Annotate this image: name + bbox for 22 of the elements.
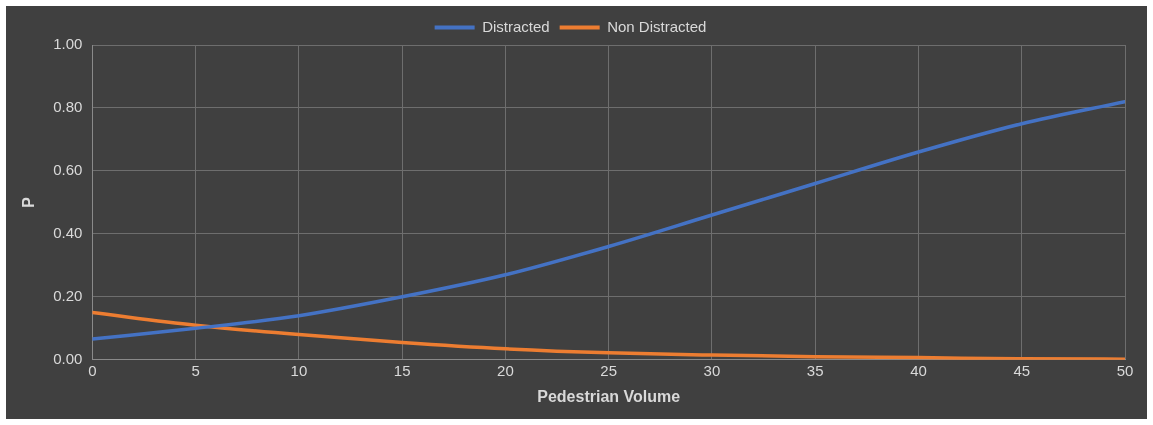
legend-label: Non Distracted <box>607 17 707 35</box>
x-tick-label: 30 <box>703 361 721 379</box>
y-tick-label: 1.00 <box>53 35 83 53</box>
y-tick-label: 0.40 <box>53 224 83 242</box>
x-tick-label: 0 <box>88 361 97 379</box>
y-tick-label: 0.20 <box>53 286 83 304</box>
y-tick-label: 0.80 <box>53 98 83 116</box>
x-tick-label: 10 <box>290 361 308 379</box>
y-tick-label: 0.00 <box>53 349 83 367</box>
x-tick-label: 25 <box>600 361 618 379</box>
x-tick-label: 20 <box>497 361 514 379</box>
y-tick-label: 0.60 <box>53 161 83 179</box>
x-tick-label: 50 <box>1116 361 1134 379</box>
x-tick-label: 45 <box>1013 361 1031 379</box>
y-axis-title: P <box>20 196 38 208</box>
x-tick-label: 35 <box>806 361 824 379</box>
x-tick-label: 15 <box>393 361 411 379</box>
x-axis-title: Pedestrian Volume <box>537 387 681 405</box>
x-tick-label: 40 <box>910 361 927 379</box>
legend-label: Distracted <box>482 17 550 35</box>
x-tick-label: 5 <box>191 361 200 379</box>
line-series <box>92 99 1125 341</box>
